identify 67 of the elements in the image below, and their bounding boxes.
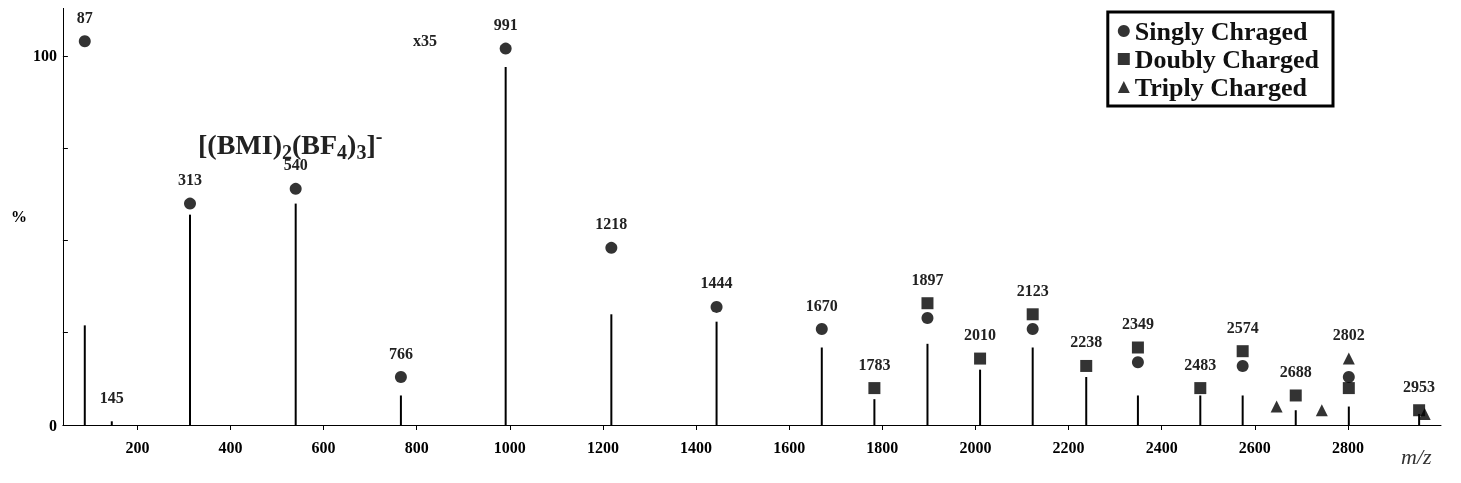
x-tick-label: 1800 (866, 438, 899, 456)
point (1342, 382, 1355, 395)
annotation: 2483 (1184, 355, 1217, 373)
x-tick-label: 400 (218, 438, 243, 456)
x-tick-label: 2800 (1331, 438, 1364, 456)
point (1270, 400, 1283, 413)
annotation: 991 (493, 16, 518, 34)
annotation: 2349 (1121, 315, 1154, 332)
point (1236, 359, 1249, 372)
point (1289, 389, 1302, 402)
x-tick-label: 1400 (680, 438, 713, 456)
point (1194, 382, 1207, 395)
annotation: 1670 (805, 296, 838, 314)
annotation: 1897 (911, 270, 944, 288)
point (499, 42, 512, 55)
annotation: 2688 (1279, 362, 1312, 380)
annotation: 313 (178, 171, 202, 189)
point (289, 182, 302, 195)
annotation: 145 (99, 388, 124, 406)
x-axis-title: m/z (1401, 443, 1432, 469)
point (1131, 341, 1144, 354)
annotation: 2123 (1016, 281, 1049, 299)
point (1131, 356, 1144, 369)
x-tick-label: 2600 (1238, 438, 1271, 456)
point (394, 371, 407, 384)
x-tick-label: 1200 (586, 438, 619, 456)
x-tick-label: 1600 (773, 438, 806, 456)
annotation: x35 (413, 31, 437, 49)
point (1080, 359, 1093, 372)
point (974, 352, 987, 365)
annotation: 766 (388, 344, 413, 362)
annotation: 87 (76, 8, 93, 26)
x-tick-label: 600 (311, 438, 336, 456)
annotation: 1444 (700, 274, 733, 292)
y-tick-label: 100 (32, 47, 57, 65)
x-tick-label: 2200 (1052, 438, 1085, 456)
point (1026, 308, 1039, 321)
point (1342, 352, 1355, 365)
y-axis-title: % (11, 208, 27, 225)
point (1026, 323, 1039, 336)
point (921, 311, 934, 324)
point (1315, 404, 1328, 417)
point (184, 197, 196, 210)
point (710, 300, 723, 313)
annotation: 2238 (1070, 333, 1103, 351)
point (1236, 345, 1249, 358)
x-tick-label: 800 (404, 438, 429, 456)
legend-label: Singly Chraged (1134, 16, 1308, 46)
annotation: 1218 (595, 215, 628, 233)
y-tick-label: 0 (48, 416, 57, 434)
x-tick-label: 2000 (959, 438, 992, 456)
annotation: 1783 (858, 355, 891, 373)
point (921, 297, 934, 310)
annotation: 2802 (1332, 326, 1365, 344)
x-tick-label: 1000 (493, 438, 526, 456)
legend-label: Doubly Charged (1134, 44, 1320, 74)
annotation: 2953 (1403, 377, 1436, 395)
x-tick-label: 2400 (1145, 438, 1178, 456)
point (78, 35, 91, 48)
point (1342, 371, 1355, 384)
legend-label: Triply Charged (1134, 72, 1308, 102)
point (605, 241, 618, 254)
x-tick-label: 200 (125, 438, 150, 456)
annotation: 2010 (964, 326, 997, 344)
point (868, 382, 881, 395)
annotation: 2574 (1226, 318, 1259, 336)
point (815, 323, 828, 336)
